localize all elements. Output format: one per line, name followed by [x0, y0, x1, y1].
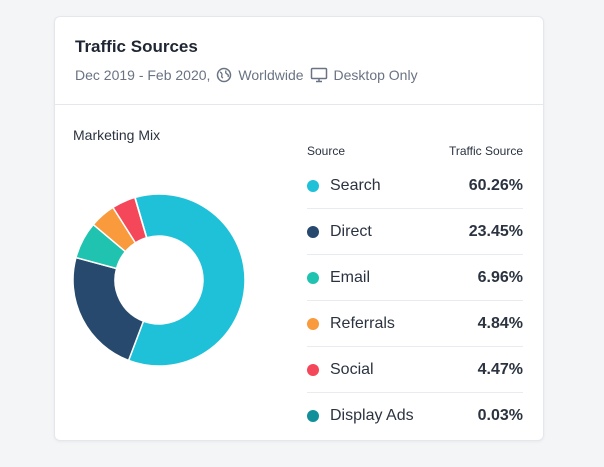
legend-value-direct: 23.45%	[468, 222, 523, 240]
slice-direct[interactable]	[73, 256, 145, 362]
region-label: Worldwide	[238, 67, 304, 83]
legend-col-source: Source	[307, 144, 346, 158]
legend-dot-direct	[307, 225, 319, 238]
legend-row-social[interactable]: Social 4.47%	[307, 347, 523, 393]
legend-value-referrals: 4.84%	[477, 314, 523, 332]
legend-col-traffic: Traffic Source	[448, 144, 523, 158]
legend-label-email: Email	[330, 268, 371, 286]
legend-row-search[interactable]: Search 60.26%	[307, 163, 523, 209]
slice-search[interactable]	[127, 193, 246, 367]
legend-value-display-ads: 0.03%	[477, 406, 523, 424]
card-header: Traffic Sources Dec 2019 - Feb 2020, Wor…	[55, 17, 543, 105]
legend-dot-display-ads	[307, 409, 319, 422]
legend-value-search: 60.26%	[468, 176, 523, 194]
legend-rows: Search 60.26% Direct 23.45% Email 6.96% Referr…	[307, 163, 523, 438]
legend-row-display-ads[interactable]: Display Ads 0.03%	[307, 393, 523, 438]
slice-display-ads[interactable]	[133, 196, 148, 239]
legend-label-social: Social	[330, 360, 374, 378]
legend-row-referrals[interactable]: Referrals 4.84%	[307, 301, 523, 347]
legend-label-search: Search	[330, 176, 381, 194]
section-label: Marketing Mix	[73, 127, 161, 143]
legend-row-email[interactable]: Email 6.96%	[307, 255, 523, 301]
legend-dot-referrals	[307, 317, 319, 330]
traffic-sources-card: Traffic Sources Dec 2019 - Feb 2020, Wor…	[54, 16, 544, 441]
legend-dot-social	[307, 363, 319, 376]
legend-dot-search	[307, 179, 319, 192]
date-range: Dec 2019 - Feb 2020,	[75, 67, 211, 83]
card-title: Traffic Sources	[75, 37, 198, 56]
legend-label-display-ads: Display Ads	[330, 406, 414, 424]
legend-table: Source Traffic Source Search 60.26% Direct…	[307, 139, 523, 438]
monitor-icon	[310, 67, 328, 83]
legend-label-direct: Direct	[330, 222, 372, 240]
legend-label-referrals: Referrals	[330, 314, 395, 332]
legend-value-email: 6.96%	[477, 268, 523, 286]
card-subtitle: Dec 2019 - Feb 2020, Worldwide Desktop O…	[75, 67, 523, 83]
legend-dot-email	[307, 271, 319, 284]
globe-icon	[216, 67, 232, 83]
donut-chart	[73, 193, 246, 367]
legend-value-social: 4.47%	[477, 360, 523, 378]
legend-header: Source Traffic Source	[307, 139, 523, 163]
device-label: Desktop Only	[333, 67, 418, 83]
legend-row-direct[interactable]: Direct 23.45%	[307, 209, 523, 255]
